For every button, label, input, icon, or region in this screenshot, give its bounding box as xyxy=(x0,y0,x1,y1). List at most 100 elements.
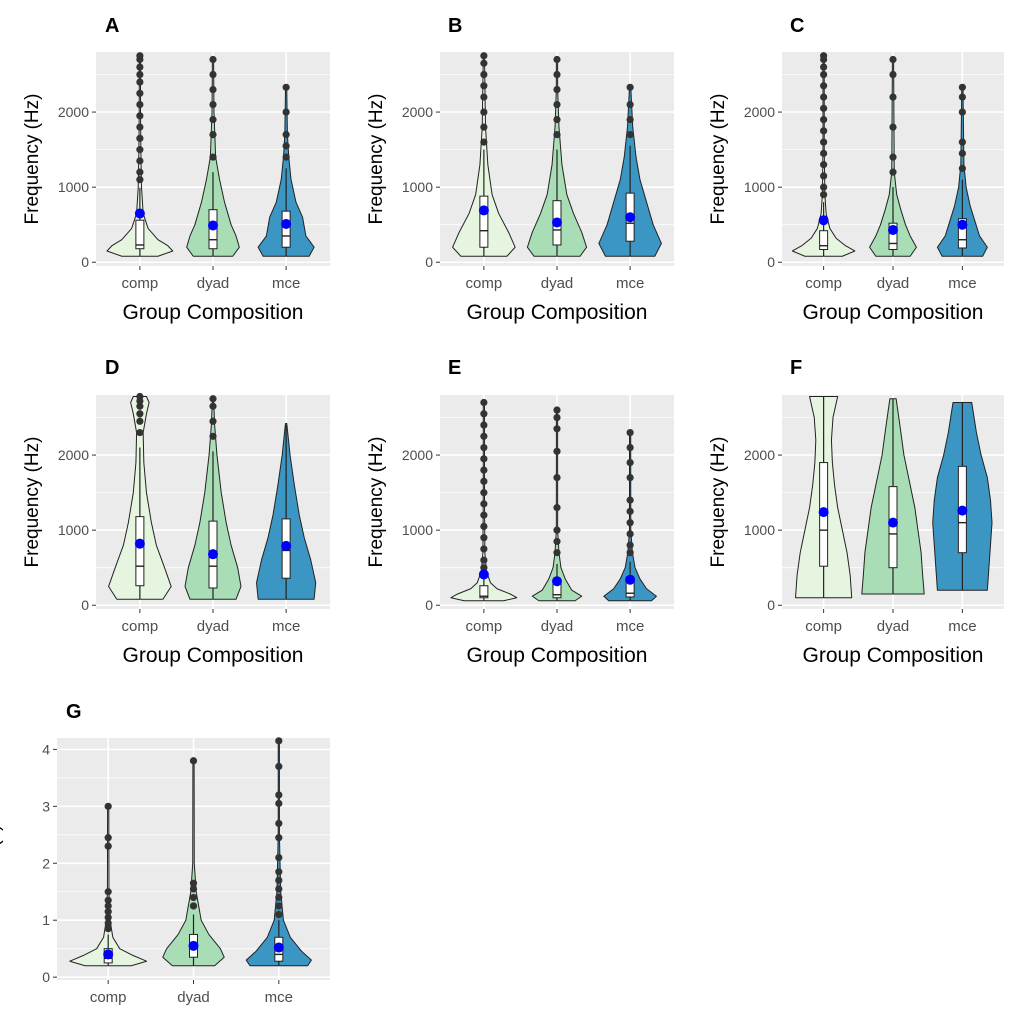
outlier-point xyxy=(626,428,634,437)
outlier-point xyxy=(958,149,966,157)
outlier-point xyxy=(626,519,634,527)
outlier-point xyxy=(189,757,198,765)
outlier-point xyxy=(104,908,112,916)
panel-f: F 0 1000 2000 Frequency (Hz) comp dyad mce Group… xyxy=(708,357,1004,667)
mean-point xyxy=(134,208,145,219)
outlier-point xyxy=(209,115,217,124)
outlier-point xyxy=(282,130,290,139)
outlier-point xyxy=(136,112,144,120)
outlier-point xyxy=(820,70,828,79)
outlier-point xyxy=(626,443,634,452)
mean-point xyxy=(134,538,145,549)
outlier-point xyxy=(275,868,283,876)
outlier-point xyxy=(136,78,144,86)
x-tick-label: mce xyxy=(272,275,300,292)
mean-point xyxy=(208,220,218,231)
mean-point xyxy=(552,217,562,228)
outlier-point xyxy=(480,556,488,564)
outlier-point xyxy=(958,93,966,101)
x-tick-label: dyad xyxy=(197,618,230,635)
panel-label: F xyxy=(790,357,802,379)
outlier-point xyxy=(275,799,283,808)
outlier-point xyxy=(480,545,488,553)
y-axis-title: Time (s) xyxy=(0,825,4,894)
x-tick-label: comp xyxy=(122,275,159,292)
x-tick-label: mce xyxy=(265,989,293,1006)
y-axis-title: Frequency (Hz) xyxy=(22,437,43,568)
violin-comp xyxy=(791,52,856,257)
x-tick-label: mce xyxy=(272,618,300,635)
violin-comp xyxy=(795,396,853,599)
outlier-point xyxy=(820,115,828,124)
x-tick-label: dyad xyxy=(877,618,910,635)
x-tick-label: dyad xyxy=(541,618,574,635)
outlier-point xyxy=(626,458,634,467)
outlier-point xyxy=(889,153,897,161)
x-tick-label: comp xyxy=(90,989,127,1006)
x-tick-label: mce xyxy=(948,275,976,292)
outlier-point xyxy=(480,59,488,67)
outlier-point xyxy=(820,149,828,157)
outlier-point xyxy=(626,100,634,109)
panel-label: D xyxy=(105,357,119,379)
outlier-point xyxy=(136,89,144,97)
outlier-point xyxy=(136,134,144,142)
outlier-point xyxy=(480,500,488,508)
outlier-point xyxy=(480,52,488,60)
violin-mce xyxy=(932,402,993,591)
violin-comp xyxy=(452,52,516,257)
box xyxy=(888,222,898,250)
violin-dyad xyxy=(186,55,240,257)
outlier-point xyxy=(136,123,144,131)
outlier-point xyxy=(889,55,897,64)
outlier-point xyxy=(275,819,283,828)
panel-label: A xyxy=(105,15,119,37)
y-tick-label: 1000 xyxy=(58,522,89,538)
mean-point xyxy=(552,576,562,587)
outlier-point xyxy=(209,100,217,109)
mean-point xyxy=(957,219,968,230)
outlier-point xyxy=(553,70,561,79)
x-tick-label: mce xyxy=(616,618,644,635)
outlier-point xyxy=(282,108,290,116)
mean-point xyxy=(103,949,114,960)
y-tick-label: 1000 xyxy=(744,522,775,538)
panel-c: C 0 1000 2000 Frequency (Hz) comp dyad mce Group… xyxy=(708,15,1004,324)
panel-b: B 0 1000 2000 Frequency (Hz) comp dyad mce Group… xyxy=(366,15,674,324)
outlier-point xyxy=(626,83,634,91)
outlier-point xyxy=(480,534,488,542)
violin-dyad xyxy=(861,398,925,595)
outlier-point xyxy=(820,183,828,191)
outlier-point xyxy=(189,893,198,902)
y-tick-label: 2000 xyxy=(744,104,775,120)
outlier-point xyxy=(189,902,198,910)
outlier-point xyxy=(626,115,634,124)
y-axis-title: Frequency (Hz) xyxy=(708,437,729,568)
violin-comp xyxy=(106,52,174,257)
outlier-point xyxy=(553,130,561,139)
box xyxy=(819,230,829,250)
outlier-point xyxy=(626,549,634,557)
outlier-point xyxy=(136,392,144,401)
x-axis-title: Group Composition xyxy=(803,644,984,667)
outlier-point xyxy=(480,108,488,116)
violin-dyad xyxy=(526,55,588,257)
outlier-point xyxy=(136,157,144,165)
x-tick-label: comp xyxy=(466,618,503,635)
outlier-point xyxy=(626,496,634,504)
y-axis-title: Frequency (Hz) xyxy=(366,437,387,568)
outlier-point xyxy=(104,888,112,896)
mean-point xyxy=(888,224,898,235)
y-tick-label: 2000 xyxy=(58,447,89,463)
y-tick-label: 2 xyxy=(42,855,50,871)
box xyxy=(479,195,489,248)
outlier-point xyxy=(136,52,144,60)
panel-a: A 0 1000 2000 Frequency (Hz) comp dyad mce Group… xyxy=(22,15,330,324)
x-tick-label: comp xyxy=(805,618,842,635)
y-tick-label: 0 xyxy=(42,969,50,985)
outlier-point xyxy=(480,477,488,485)
outlier-point xyxy=(275,893,283,902)
outlier-point xyxy=(104,802,112,810)
outlier-point xyxy=(209,153,217,161)
